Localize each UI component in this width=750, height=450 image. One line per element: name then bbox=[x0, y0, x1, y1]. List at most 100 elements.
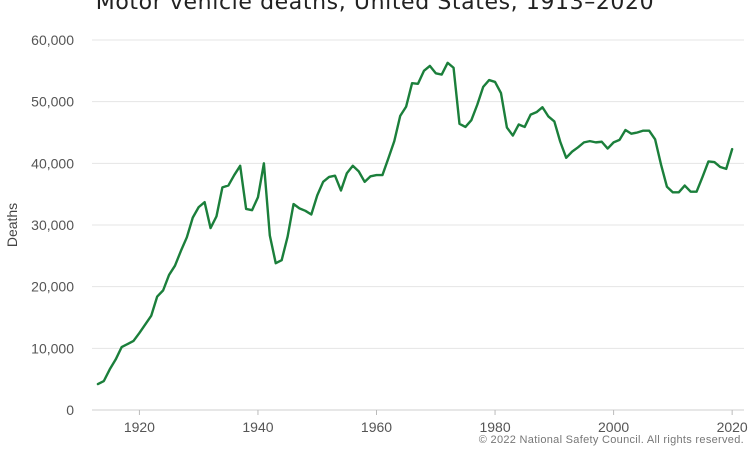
data-point[interactable]: 1957: 38,700 bbox=[356, 169, 361, 174]
data-point[interactable]: 1939: 32,400 bbox=[250, 208, 255, 213]
data-point[interactable]: 1947: 32,700 bbox=[297, 206, 302, 211]
data-point[interactable]: 1940: 34,500 bbox=[255, 195, 260, 200]
data-point[interactable]: 1949: 31,700 bbox=[309, 212, 314, 217]
data-point[interactable]: 1934: 36,100 bbox=[220, 185, 225, 190]
data-point[interactable]: 1989: 47,600 bbox=[546, 114, 551, 119]
data-point[interactable]: 1971: 54,400 bbox=[439, 72, 444, 77]
data-point[interactable]: 1995: 43,400 bbox=[581, 140, 586, 145]
data-point[interactable]: 2011: 35,300 bbox=[676, 190, 681, 195]
data-point[interactable]: 1967: 52,900 bbox=[416, 81, 421, 86]
data-point[interactable]: 1958: 37,000 bbox=[362, 179, 367, 184]
data-point[interactable]: 1933: 31,400 bbox=[214, 214, 219, 219]
data-point[interactable]: 1988: 49,100 bbox=[540, 105, 545, 110]
data-point[interactable]: 1961: 38,100 bbox=[380, 173, 385, 178]
data-point[interactable]: 1916: 8,200 bbox=[113, 357, 118, 362]
data-point[interactable]: 2013: 35,400 bbox=[688, 189, 693, 194]
data-point[interactable]: 1973: 55,500 bbox=[451, 65, 456, 70]
data-point[interactable]: 1960: 38,100 bbox=[374, 173, 379, 178]
data-point[interactable]: 2015: 37,800 bbox=[700, 174, 705, 179]
data-point[interactable]: 1968: 55,000 bbox=[421, 68, 426, 73]
data-point[interactable]: 1937: 39,600 bbox=[238, 163, 243, 168]
data-point[interactable]: 1998: 43,500 bbox=[599, 139, 604, 144]
data-point[interactable]: 1917: 10,200 bbox=[119, 345, 124, 350]
data-point[interactable]: 1924: 19,400 bbox=[161, 288, 166, 293]
data-point[interactable]: 1926: 23,400 bbox=[172, 263, 177, 268]
data-point[interactable]: 1941: 40,000 bbox=[261, 161, 266, 166]
data-point[interactable]: 2012: 36,400 bbox=[682, 183, 687, 188]
data-point[interactable]: 1944: 24,300 bbox=[279, 258, 284, 263]
data-point[interactable]: 2017: 40,200 bbox=[712, 160, 717, 165]
data-point[interactable]: 1994: 42,600 bbox=[576, 145, 581, 150]
data-point[interactable]: 2003: 44,800 bbox=[629, 131, 634, 136]
data-point[interactable]: 1966: 53,000 bbox=[410, 81, 415, 86]
data-point[interactable]: 2010: 35,300 bbox=[670, 190, 675, 195]
data-point[interactable]: 2020: 42,300 bbox=[730, 147, 735, 152]
data-point[interactable]: 1963: 43,600 bbox=[392, 139, 397, 144]
data-point[interactable]: 1930: 32,900 bbox=[196, 205, 201, 210]
data-point[interactable]: 1986: 47,900 bbox=[528, 112, 533, 117]
data-point[interactable]: 1978: 52,400 bbox=[481, 84, 486, 89]
data-point[interactable]: 2008: 39,800 bbox=[659, 162, 664, 167]
data-point[interactable]: 1943: 23,800 bbox=[273, 261, 278, 266]
data-point[interactable]: 1997: 43,400 bbox=[593, 140, 598, 145]
data-point[interactable]: 1970: 54,600 bbox=[433, 71, 438, 76]
data-point[interactable]: 1996: 43,600 bbox=[587, 139, 592, 144]
data-point[interactable]: 1920: 12,500 bbox=[137, 330, 142, 335]
data-point[interactable]: 1984: 46,300 bbox=[516, 122, 521, 127]
data-point[interactable]: 2016: 40,300 bbox=[706, 159, 711, 164]
data-point[interactable]: 1923: 18,400 bbox=[155, 294, 160, 299]
data-point[interactable]: 1982: 45,800 bbox=[504, 125, 509, 130]
data-point[interactable]: 1962: 40,800 bbox=[386, 156, 391, 161]
data-point[interactable]: 1999: 42,400 bbox=[605, 146, 610, 151]
data-point[interactable]: 1915: 6,600 bbox=[107, 367, 112, 372]
data-point[interactable]: 1918: 10,700 bbox=[125, 342, 130, 347]
data-point[interactable]: 1983: 44,500 bbox=[510, 133, 515, 138]
data-point[interactable]: 1921: 13,900 bbox=[143, 322, 148, 327]
data-point[interactable]: 1928: 28,000 bbox=[184, 235, 189, 240]
data-point[interactable]: 1991: 43,500 bbox=[558, 139, 563, 144]
data-point[interactable]: 2000: 43,400 bbox=[611, 140, 616, 145]
data-point[interactable]: 1936: 38,100 bbox=[232, 173, 237, 178]
data-point[interactable]: 2006: 45,300 bbox=[647, 128, 652, 133]
data-point[interactable]: 1972: 56,300 bbox=[445, 60, 450, 65]
data-point[interactable]: 1979: 53,500 bbox=[487, 78, 492, 83]
data-point[interactable]: 1913: 4,200 bbox=[95, 382, 100, 387]
data-point[interactable]: 1965: 49,200 bbox=[404, 104, 409, 109]
data-point[interactable]: 1969: 55,800 bbox=[427, 63, 432, 68]
data-point[interactable]: 1927: 25,800 bbox=[178, 248, 183, 253]
data-point[interactable]: 1932: 29,500 bbox=[208, 226, 213, 231]
data-point[interactable]: 2007: 43,900 bbox=[653, 137, 658, 142]
data-point[interactable]: 1955: 38,400 bbox=[344, 171, 349, 176]
data-point[interactable]: 2005: 45,300 bbox=[641, 128, 646, 133]
data-point[interactable]: 1953: 38,000 bbox=[333, 173, 338, 178]
data-point[interactable]: 1942: 28,300 bbox=[267, 233, 272, 238]
data-point[interactable]: 1977: 49,500 bbox=[475, 102, 480, 107]
data-point[interactable]: 1914: 4,700 bbox=[101, 379, 106, 384]
data-point[interactable]: 2002: 45,400 bbox=[623, 128, 628, 133]
data-point[interactable]: 1987: 48,300 bbox=[534, 110, 539, 115]
data-point[interactable]: 1951: 37,000 bbox=[321, 179, 326, 184]
data-point[interactable]: 1992: 40,900 bbox=[564, 155, 569, 160]
data-point[interactable]: 1981: 51,400 bbox=[498, 91, 503, 96]
data-point[interactable]: 1976: 47,000 bbox=[469, 118, 474, 123]
data-point[interactable]: 1925: 21,900 bbox=[167, 272, 172, 277]
data-point[interactable]: 1954: 35,600 bbox=[338, 188, 343, 193]
data-point[interactable]: 1935: 36,400 bbox=[226, 183, 231, 188]
data-point[interactable]: 1938: 32,600 bbox=[244, 206, 249, 211]
data-point[interactable]: 1948: 32,300 bbox=[303, 208, 308, 213]
data-point[interactable]: 1980: 53,200 bbox=[493, 79, 498, 84]
data-point[interactable]: 1985: 45,900 bbox=[522, 124, 527, 129]
data-point[interactable]: 1952: 37,800 bbox=[327, 174, 332, 179]
data-point[interactable]: 1964: 47,700 bbox=[398, 113, 403, 118]
data-point[interactable]: 1975: 45,900 bbox=[463, 124, 468, 129]
data-point[interactable]: 1922: 15,300 bbox=[149, 313, 154, 318]
data-point[interactable]: 1990: 46,800 bbox=[552, 119, 557, 124]
data-point[interactable]: 2018: 39,400 bbox=[718, 165, 723, 170]
data-point[interactable]: 1945: 28,100 bbox=[285, 234, 290, 239]
data-point[interactable]: 2014: 35,400 bbox=[694, 189, 699, 194]
data-point[interactable]: 2009: 36,200 bbox=[664, 184, 669, 189]
data-point[interactable]: 1950: 34,800 bbox=[315, 193, 320, 198]
data-point[interactable]: 1929: 31,200 bbox=[190, 215, 195, 220]
